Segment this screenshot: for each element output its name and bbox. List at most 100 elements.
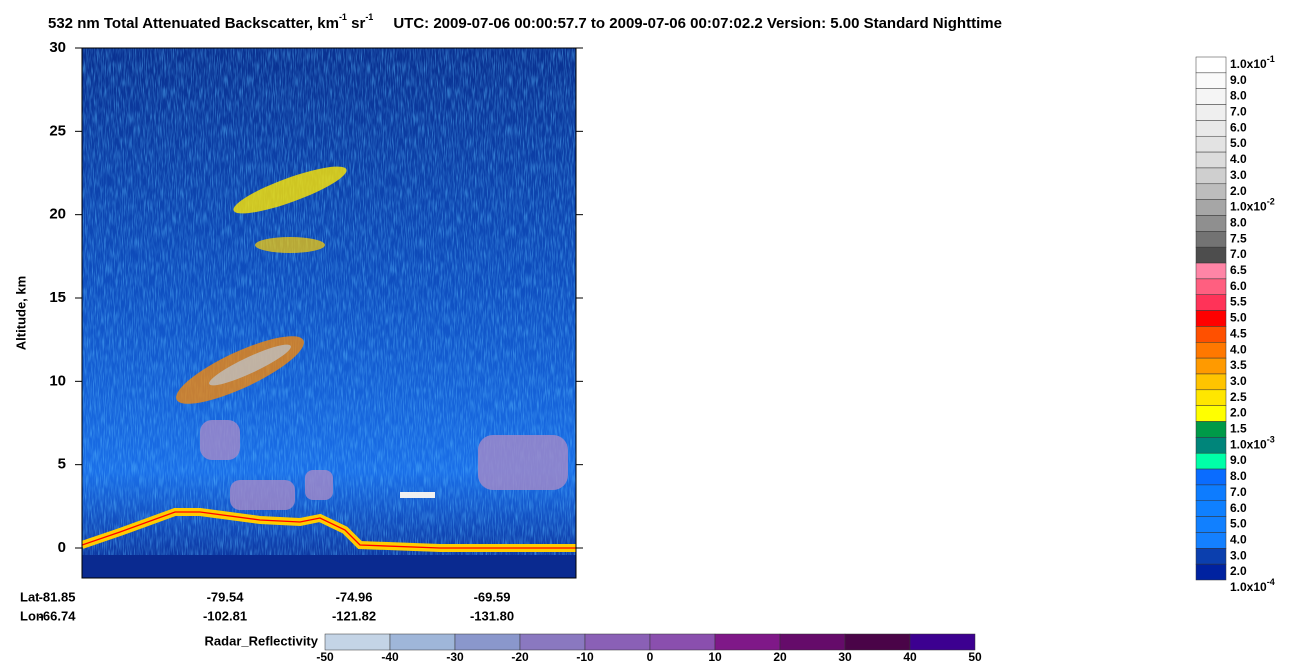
y-tick-label: 30 <box>49 39 66 56</box>
colorbar-label: 7.0 <box>1230 485 1247 499</box>
colorbar-box <box>1195 120 1227 137</box>
colorbar-label: 3.5 <box>1230 358 1247 372</box>
colorbar-box <box>1195 484 1227 502</box>
colorbar-label-text: 1.0x10 <box>1230 580 1267 594</box>
lon-value: -121.82 <box>332 608 376 623</box>
colorbar-label: 3.0 <box>1230 374 1247 388</box>
colorbar-box <box>1195 231 1227 248</box>
radar-colorbar-box <box>714 633 781 651</box>
lon-label: Lon <box>20 608 44 623</box>
radar-colorbar-box <box>519 633 586 651</box>
colorbar-label-text: 7.0 <box>1230 485 1247 499</box>
colorbar-label: 4.5 <box>1230 327 1247 341</box>
radar-echo <box>305 470 333 500</box>
colorbar-label-text: 4.0 <box>1230 342 1247 356</box>
colorbar-label-text: 3.0 <box>1230 374 1247 388</box>
colorbar-box <box>1195 183 1227 200</box>
colorbar-box <box>1195 563 1227 581</box>
colorbar-label: 4.0 <box>1230 152 1247 166</box>
colorbar-box <box>1195 516 1227 533</box>
colorbar-label-text: 5.0 <box>1230 311 1247 325</box>
colorbar-label-text: 2.5 <box>1230 390 1247 404</box>
lat-value: -81.85 <box>39 589 76 604</box>
colorbar-label-text: 9.0 <box>1230 453 1247 467</box>
colorbar-box <box>1195 88 1227 105</box>
colorbar-label-text: 6.0 <box>1230 501 1247 515</box>
colorbar-label-text: 4.5 <box>1230 327 1247 341</box>
lon-value: -66.74 <box>39 608 77 623</box>
y-tick-label: 20 <box>49 206 66 223</box>
colorbar-label-text: 3.0 <box>1230 168 1247 182</box>
colorbar-label: 8.0 <box>1230 216 1247 230</box>
colorbar-box <box>1195 294 1227 311</box>
colorbar-label: 5.0 <box>1230 136 1247 150</box>
plot-frame <box>81 47 577 579</box>
lon-value: -102.81 <box>203 608 247 623</box>
colorbar-label: 4.0 <box>1230 533 1247 547</box>
colorbar-label-text: 7.5 <box>1230 232 1247 246</box>
colorbar-label: 6.5 <box>1230 263 1247 277</box>
radar-colorbar-box <box>584 633 651 651</box>
colorbar-box <box>1195 452 1227 470</box>
y-tick-label: 15 <box>49 289 66 306</box>
y-tick-label: 5 <box>58 456 66 473</box>
colorbar-box <box>1195 357 1227 375</box>
lat-value: -79.54 <box>207 589 245 604</box>
radar-tick-label: -20 <box>511 650 529 664</box>
colorbar-label: 7.0 <box>1230 105 1247 119</box>
colorbar-label: 2.0 <box>1230 184 1247 198</box>
colorbar-label-text: 5.5 <box>1230 295 1247 309</box>
colorbar-box <box>1195 389 1227 406</box>
colorbar-box <box>1195 405 1227 422</box>
colorbar-label-exp: -3 <box>1267 435 1275 445</box>
radar-echo <box>200 420 240 460</box>
y-tick-label: 10 <box>49 372 66 389</box>
y-tick-label: 25 <box>49 122 66 139</box>
colorbar-box <box>1195 262 1227 280</box>
colorbar-label: 1.0x10-4 <box>1230 577 1275 594</box>
radar-tick-label: -50 <box>316 650 334 664</box>
curtain <box>82 48 576 578</box>
colorbar-box <box>1195 548 1227 565</box>
colorbar-label: 8.0 <box>1230 89 1247 103</box>
cloud-top <box>400 492 435 498</box>
radar-tick-label: 30 <box>838 650 852 664</box>
radar-tick-label: -40 <box>381 650 399 664</box>
radar-tick-label: 50 <box>968 650 982 664</box>
colorbar-label-exp: -2 <box>1267 197 1275 207</box>
radar-colorbar-box <box>324 633 391 651</box>
colorbar-label: 2.0 <box>1230 406 1247 420</box>
radar-colorbar-box <box>649 633 716 651</box>
colorbar-box <box>1195 56 1227 74</box>
colorbar-label: 1.0x10-2 <box>1230 197 1275 214</box>
surface-elevation <box>82 511 576 549</box>
colorbar-label: 6.0 <box>1230 501 1247 515</box>
chart-title: 532 nm Total Attenuated Backscatter, km-… <box>48 12 1002 32</box>
colorbar-box <box>1195 104 1227 121</box>
colorbar-label: 9.0 <box>1230 453 1247 467</box>
radar-colorbar-box <box>844 633 911 651</box>
colorbar-box <box>1195 421 1227 438</box>
colorbar-label: 6.0 <box>1230 279 1247 293</box>
colorbar-label: 6.0 <box>1230 121 1247 135</box>
colorbar-label: 7.5 <box>1230 232 1247 246</box>
colorbar-box <box>1195 373 1227 391</box>
colorbar-label: 5.0 <box>1230 517 1247 531</box>
colorbar-label: 1.0x10-3 <box>1230 435 1275 452</box>
colorbar-label-text: 8.0 <box>1230 89 1247 103</box>
radar-colorbar-box <box>454 633 521 651</box>
colorbar-box <box>1195 342 1227 359</box>
radar-colorbar-box <box>389 633 456 651</box>
radar-tick-label: 20 <box>773 650 787 664</box>
radar-echo <box>478 435 568 490</box>
colorbar-label-text: 8.0 <box>1230 216 1247 230</box>
colorbar-box <box>1195 278 1227 295</box>
colorbar-label: 1.0x10-1 <box>1230 54 1275 71</box>
y-tick-label: 0 <box>58 539 66 556</box>
colorbar-label-text: 6.0 <box>1230 279 1247 293</box>
colorbar-label-text: 5.0 <box>1230 517 1247 531</box>
colorbar-label-text: 1.0x10 <box>1230 57 1267 71</box>
subsurface <box>82 555 576 578</box>
cloud <box>233 166 347 214</box>
lat-value: -74.96 <box>336 589 373 604</box>
